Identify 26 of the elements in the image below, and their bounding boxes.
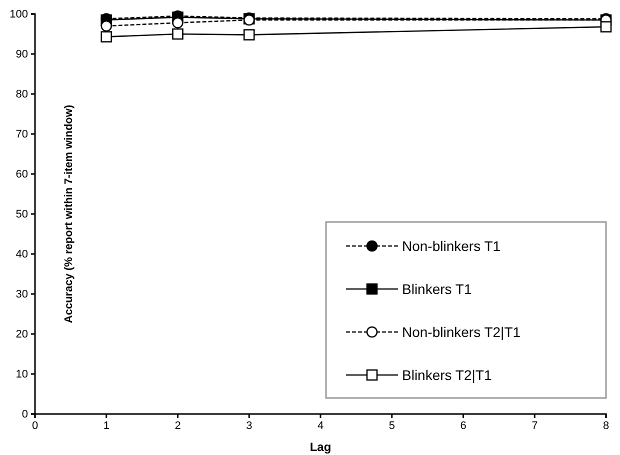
x-tick-label: 1 [103,420,110,432]
y-tick-label: 90 [16,48,28,61]
x-tick-label: 0 [32,420,38,432]
legend-label: Non-blinkers T1 [402,238,501,254]
legend-label: Non-blinkers T2|T1 [402,324,521,340]
y-tick-label: 40 [16,248,28,261]
y-tick-label: 100 [10,8,28,21]
y-tick-label: 50 [16,208,28,221]
legend-label: Blinkers T1 [402,281,472,297]
x-tick-label: 5 [388,420,395,432]
y-tick-label: 70 [16,128,28,141]
y-tick-label: 30 [16,288,28,301]
y-tick-label: 0 [22,408,28,421]
y-axis-title: Accuracy (% report within 7-item window) [63,104,75,324]
legend-label: Blinkers T2|T1 [402,367,492,383]
x-tick-label: 4 [317,420,324,432]
x-tick-label: 2 [174,420,181,432]
x-tick-label: 7 [532,420,538,432]
y-tick-label: 10 [16,368,28,381]
x-axis-title: Lag [310,440,332,454]
x-tick-label: 6 [460,420,466,432]
y-tick-label: 80 [16,88,28,101]
x-tick-label: 3 [246,420,252,432]
y-tick-label: 60 [16,168,28,181]
y-tick-label: 20 [16,328,28,341]
x-tick-label: 8 [602,420,610,432]
